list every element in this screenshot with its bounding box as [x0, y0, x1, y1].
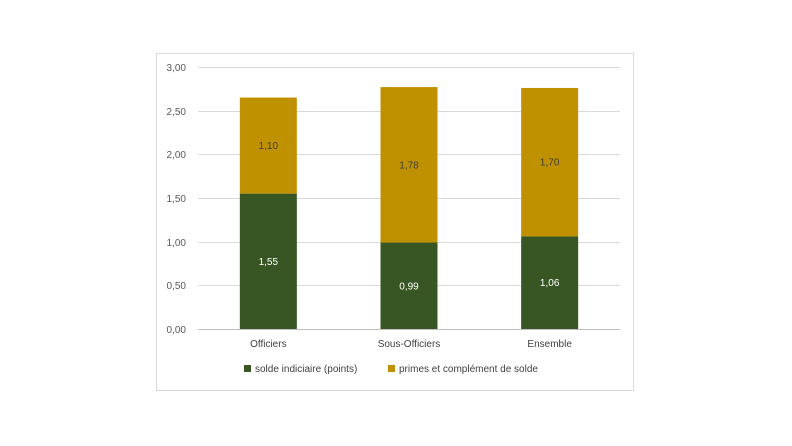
y-tick-label: 0,00	[167, 325, 187, 336]
y-axis: 0,00 0,50 1,00 1,50 2,00 2,50 3,00	[167, 63, 187, 336]
category-label: Officiers	[250, 339, 287, 350]
y-tick-label: 0,50	[167, 281, 187, 292]
data-label: 0,99	[399, 281, 419, 292]
legend-entry: primes et complément de solde	[399, 364, 538, 375]
bar-segment-primes	[380, 87, 438, 243]
data-label: 1,55	[259, 257, 279, 268]
legend: solde indiciaire (points) primes et compl…	[244, 364, 538, 375]
legend-swatch	[244, 365, 251, 372]
data-label: 1,78	[399, 160, 419, 171]
bar-segment-solde	[239, 193, 297, 329]
category-label: Sous-Officiers	[378, 339, 441, 350]
bar-segment-solde	[380, 242, 438, 329]
y-tick-label: 1,00	[167, 238, 187, 249]
data-label: 1,70	[540, 158, 560, 169]
bars: 1,55 1,10 0,99 1,78 1,06 1,70	[239, 87, 579, 329]
bar-segment-primes	[239, 97, 297, 194]
y-tick-label: 2,00	[167, 150, 187, 161]
bar-segment-primes	[521, 87, 579, 237]
y-tick-label: 3,00	[167, 63, 187, 74]
legend-swatch	[388, 365, 395, 372]
legend-entry: solde indiciaire (points)	[255, 364, 357, 375]
x-axis: Officiers Sous-Officiers Ensemble	[250, 339, 572, 350]
data-label: 1,06	[540, 278, 560, 289]
bar-segment-solde	[521, 236, 579, 329]
y-tick-label: 2,50	[167, 107, 187, 118]
category-label: Ensemble	[527, 339, 572, 350]
data-label: 1,10	[259, 141, 279, 152]
y-tick-label: 1,50	[167, 194, 187, 205]
